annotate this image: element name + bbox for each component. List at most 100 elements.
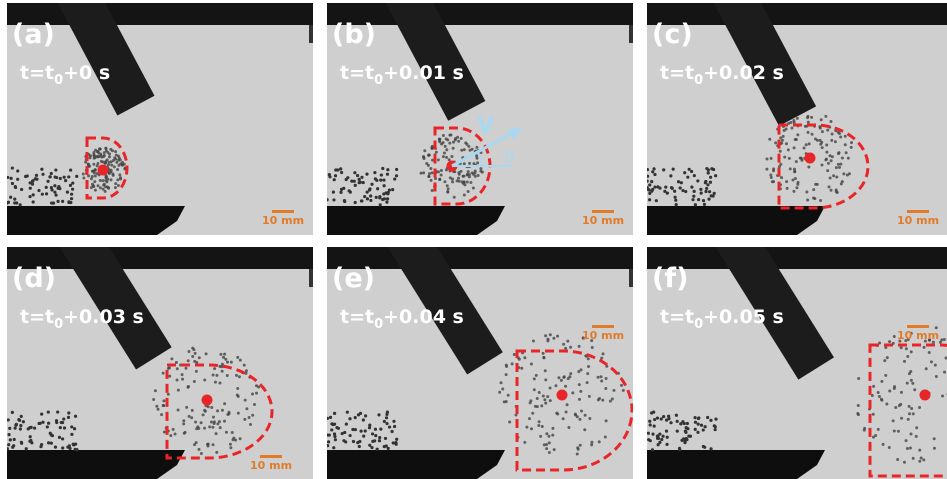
particle [651, 433, 654, 436]
particle [785, 180, 788, 183]
particle [674, 199, 677, 202]
particle [334, 438, 337, 441]
particle [382, 178, 385, 181]
particle [210, 406, 213, 409]
particle [857, 413, 860, 416]
particle [383, 420, 386, 423]
particle [469, 149, 472, 152]
particle [551, 427, 554, 430]
particle [646, 175, 649, 178]
particle [653, 425, 656, 428]
particle [362, 418, 365, 421]
particle [598, 440, 601, 443]
right-edge [629, 269, 633, 287]
particle [837, 163, 840, 166]
particle [477, 174, 480, 177]
particle [194, 352, 197, 355]
particle [590, 443, 593, 446]
particle [39, 445, 42, 448]
particle [346, 411, 349, 414]
particle [371, 432, 374, 435]
particle [694, 421, 697, 424]
particle [686, 422, 689, 425]
particle [839, 136, 842, 139]
particle [41, 193, 44, 196]
particle [16, 169, 19, 172]
particle [213, 367, 216, 370]
particle [360, 176, 363, 179]
particle [772, 168, 775, 171]
particle [591, 346, 594, 349]
particle [91, 170, 94, 173]
particle [88, 165, 91, 168]
particle [704, 180, 707, 183]
particle [690, 170, 693, 173]
particle [69, 168, 72, 171]
particle [14, 185, 17, 188]
particle [344, 440, 347, 443]
particle [850, 146, 853, 149]
particle [453, 196, 456, 199]
particle [583, 428, 586, 431]
particle [20, 415, 23, 418]
particle [114, 182, 117, 185]
particle [471, 171, 474, 174]
particle [696, 431, 699, 434]
particle [769, 174, 772, 177]
particle [212, 373, 215, 376]
particle [446, 190, 449, 193]
particle [388, 425, 391, 428]
particle [571, 391, 574, 394]
particle [374, 434, 377, 437]
particle [211, 426, 214, 429]
particle [905, 347, 908, 350]
particle [345, 422, 348, 425]
particle [375, 196, 378, 199]
particle [110, 164, 113, 167]
particle [191, 409, 194, 412]
particle [882, 443, 885, 446]
particle [579, 444, 582, 447]
particle [903, 360, 906, 363]
particle [468, 162, 471, 165]
particle [435, 151, 438, 154]
particle [13, 201, 16, 204]
scale-bar [907, 210, 929, 213]
particle [47, 422, 50, 425]
particle [216, 409, 219, 412]
particle [443, 151, 446, 154]
particle [445, 148, 448, 151]
particle [542, 352, 545, 355]
scale-label: 10 mm [582, 214, 624, 227]
particle [765, 168, 768, 171]
time-sub: 0 [374, 73, 383, 88]
particle [913, 388, 916, 391]
particle [789, 121, 792, 124]
particle [93, 180, 96, 183]
particle [551, 434, 554, 437]
particle [545, 447, 548, 450]
tray [327, 450, 505, 479]
particle [431, 171, 434, 174]
particle [215, 432, 218, 435]
particle [474, 169, 477, 172]
particle [844, 135, 847, 138]
particle [709, 176, 712, 179]
particle [847, 157, 850, 160]
particle [546, 395, 549, 398]
particle [330, 422, 333, 425]
particle [548, 441, 551, 444]
particle [191, 355, 194, 358]
particle [212, 443, 215, 446]
particle [7, 201, 10, 204]
particle [693, 174, 696, 177]
time-prefix: t=t [340, 62, 374, 84]
particle [819, 199, 822, 202]
particle [686, 176, 689, 179]
particle [863, 429, 866, 432]
particle [11, 182, 14, 185]
particle [475, 146, 478, 149]
particle [872, 436, 875, 439]
particle [28, 440, 31, 443]
particle [353, 180, 356, 183]
